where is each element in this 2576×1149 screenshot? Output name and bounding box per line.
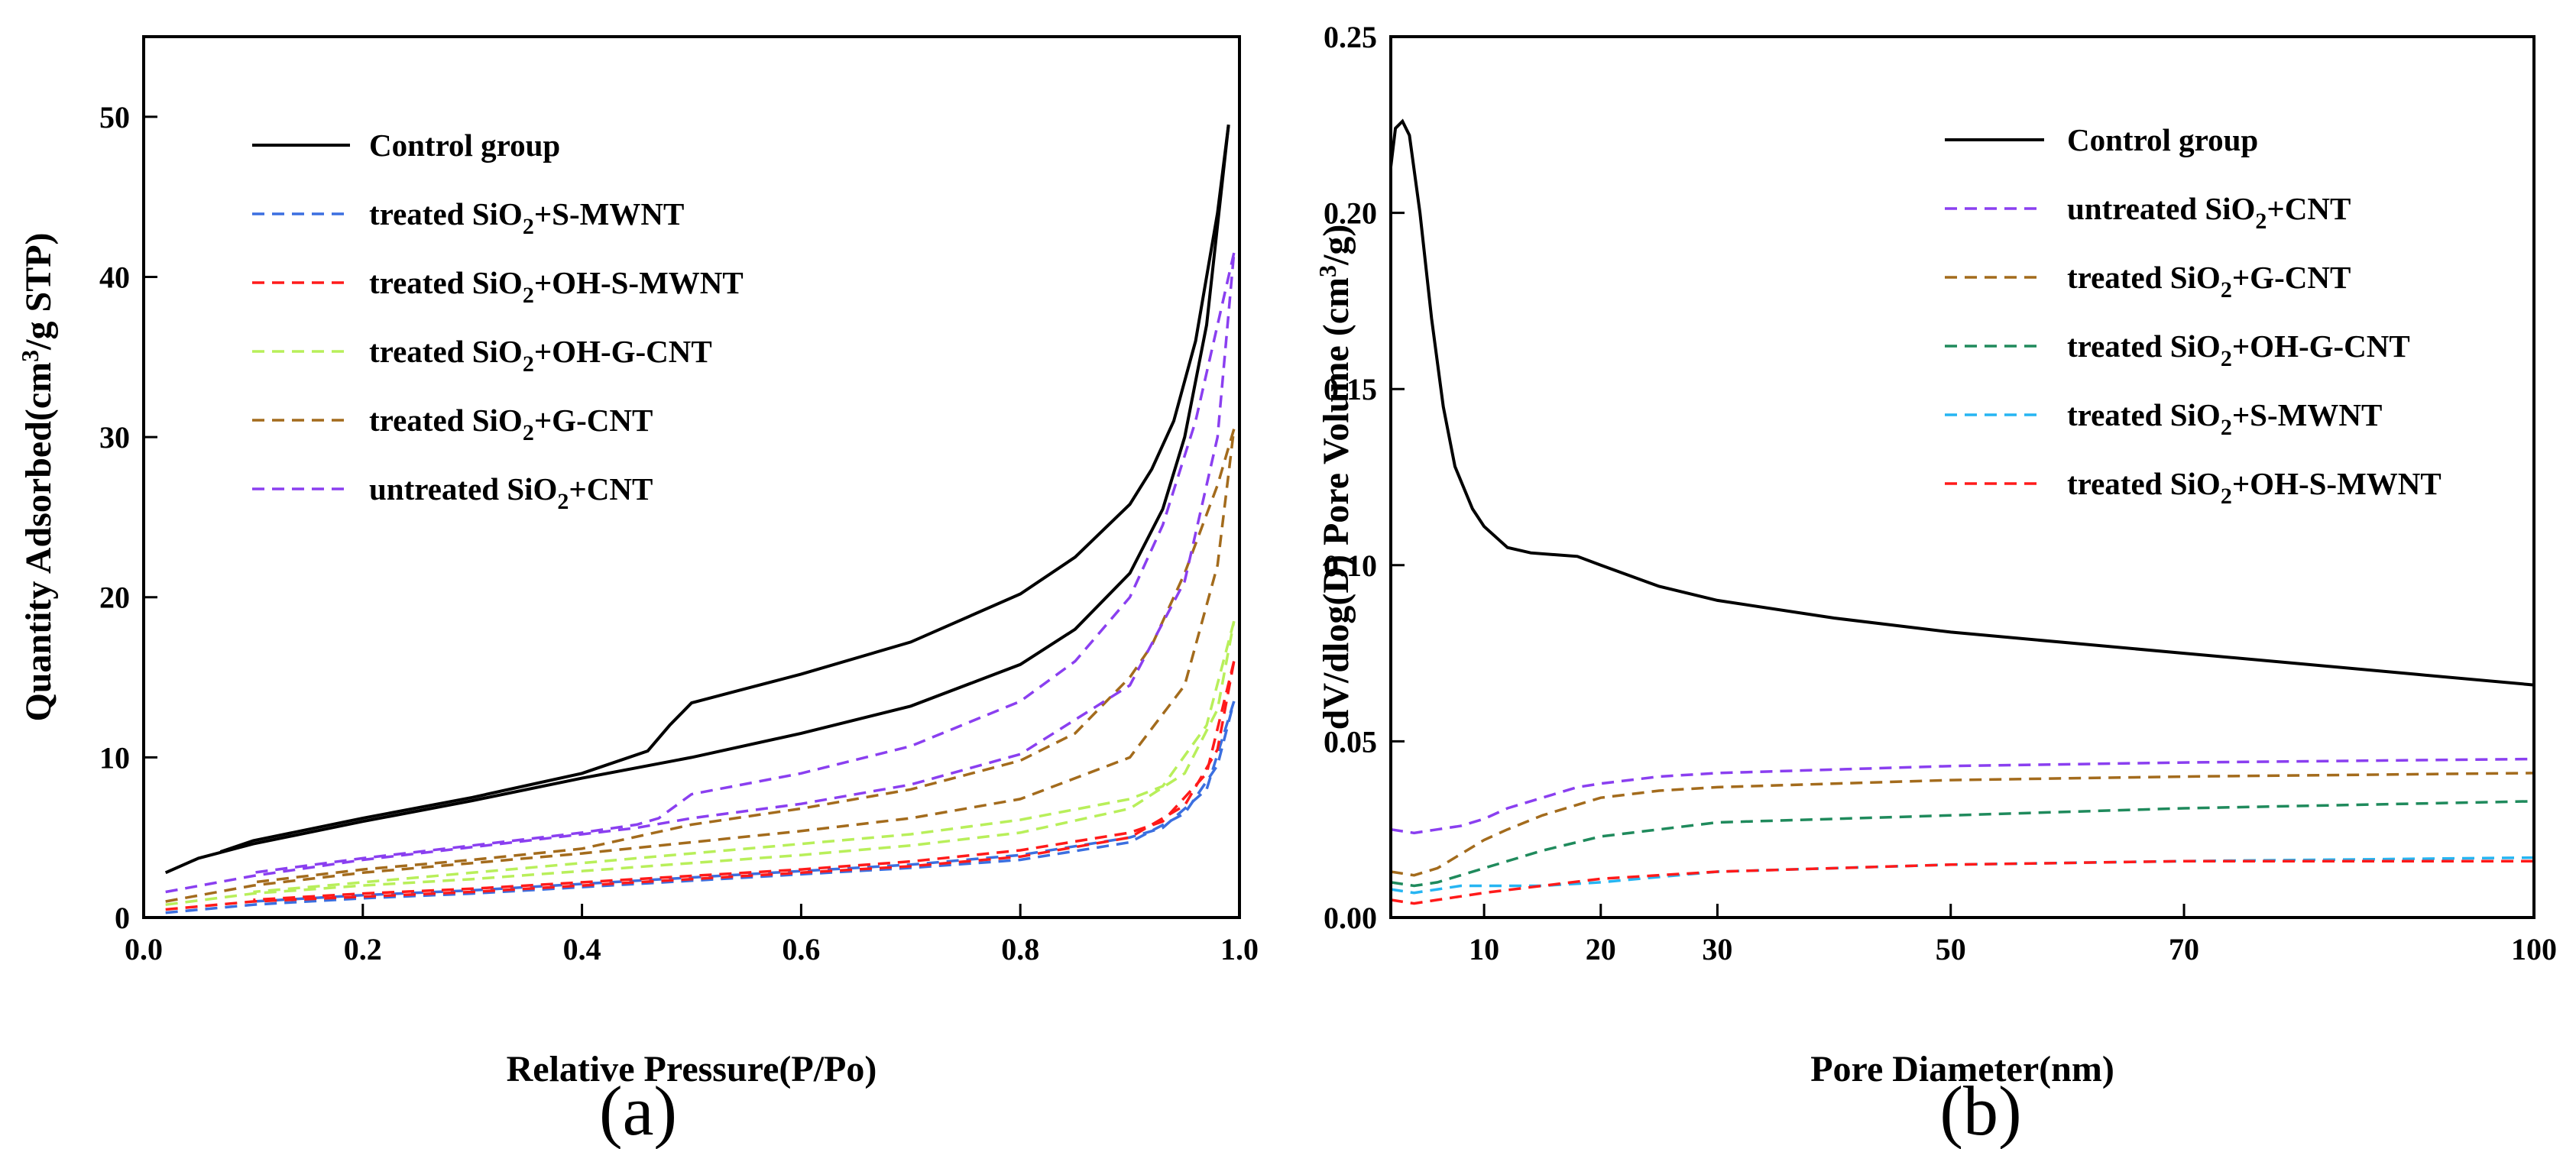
y-tick-label: 20 — [99, 581, 130, 615]
x-tick-label: 50 — [1936, 932, 1966, 966]
x-tick-label: 100 — [2511, 932, 2557, 966]
x-tick-label: 0.4 — [563, 932, 601, 966]
panel-label: (a) — [599, 1072, 677, 1149]
legend-entry: treated SiO2​+OH-S-MWNT — [369, 265, 744, 308]
legend-entry: treated SiO2​+S-MWNT — [369, 196, 684, 239]
legend-entry: treated SiO2​+G-CNT — [369, 403, 653, 445]
x-tick-label: 0.8 — [1001, 932, 1039, 966]
series-line-1-adsorption — [164, 125, 1230, 875]
series-line-5-adsorption — [165, 429, 1236, 903]
x-axis-label: Pore Diameter(nm) — [1810, 1049, 2114, 1089]
x-tick-label: 70 — [2169, 932, 2199, 966]
chart-panel-a: 0.0 0.2 0.4 0.6 0.8 1.0 0 10 20 30 40 50 Relative Pr… — [16, 35, 1259, 1149]
y-tick-label: 0.00 — [1324, 901, 1377, 935]
x-tick-label: 1.0 — [1220, 932, 1259, 966]
legend-entry: treated SiO2​+OH-G-CNT — [2067, 329, 2410, 371]
legend-entry: treated SiO2​+OH-G-CNT — [369, 334, 712, 377]
y-tick-label: 0 — [115, 901, 130, 935]
series-line-4 — [1390, 800, 2535, 888]
series-line-2-adsorption — [165, 701, 1236, 914]
series-line-3-adsorption — [165, 661, 1236, 911]
y-tick-label: 0.15 — [1324, 372, 1377, 406]
chart-panel-b: 10 20 30 50 70 100 0.00 0.05 0.10 0.15 0.20 0.25 Por… — [1314, 20, 2557, 1149]
plot-frame — [142, 35, 1241, 919]
y-tick-label: 40 — [99, 260, 130, 294]
x-tick-label: 0.0 — [125, 932, 163, 966]
x-tick-label: 10 — [1469, 932, 1499, 966]
plot-frame — [1389, 35, 2535, 919]
series-line-5-desorption — [253, 429, 1236, 884]
panel-label: (b) — [1939, 1072, 2021, 1149]
legend-entry: treated SiO2​+OH-S-MWNT — [2067, 466, 2442, 509]
series-line-3 — [1390, 772, 2535, 877]
series-line-6-desorption — [253, 252, 1236, 875]
legend-entry: untreated SiO2​+CNT — [369, 471, 653, 514]
x-tick-label: 0.6 — [782, 932, 820, 966]
x-tick-label: 20 — [1586, 932, 1616, 966]
legend: Control group untreated SiO2​+CNT treated … — [1945, 122, 2442, 509]
y-axis-label: dV/dlog(D) Pore Volume (cm3​/g) — [1314, 225, 1356, 730]
legend-entry: treated SiO2​+G-CNT — [2067, 260, 2351, 303]
x-tick-label: 30 — [1702, 932, 1732, 966]
y-tick-label: 0.05 — [1324, 724, 1377, 759]
y-tick-label: 10 — [99, 740, 130, 775]
legend: Control group treated SiO2​+S-MWNT treated… — [252, 128, 744, 514]
series-line-1 — [1389, 118, 2535, 687]
x-tick-label: 0.2 — [344, 932, 382, 966]
legend-entry: treated SiO2​+S-MWNT — [2067, 397, 2382, 440]
legend-entry: Control group — [2067, 122, 2258, 157]
series-line-4-desorption — [253, 620, 1236, 894]
legend-entry: Control group — [369, 128, 560, 163]
legend-entry: untreated SiO2​+CNT — [2067, 191, 2351, 234]
series-line-2 — [1390, 757, 2535, 835]
x-axis-label: Relative Pressure(P/Po) — [507, 1049, 877, 1089]
y-tick-label: 0.10 — [1324, 549, 1377, 583]
y-tick-label: 30 — [99, 420, 130, 455]
series-line-3-desorption — [253, 661, 1236, 901]
y-axis-label: Quantity Adsorbed(cm3​/g STP) — [16, 232, 59, 721]
series-line-6-adsorption — [165, 252, 1236, 894]
series-line-2-desorption — [253, 701, 1236, 903]
series-line-5 — [1390, 856, 2535, 895]
y-tick-label: 0.25 — [1324, 20, 1377, 54]
series-line-1-desorption — [219, 125, 1230, 853]
series-line-4-adsorption — [165, 620, 1236, 906]
y-tick-label: 0.20 — [1324, 196, 1377, 231]
y-tick-label: 50 — [99, 100, 130, 134]
series-line-6 — [1390, 859, 2534, 905]
